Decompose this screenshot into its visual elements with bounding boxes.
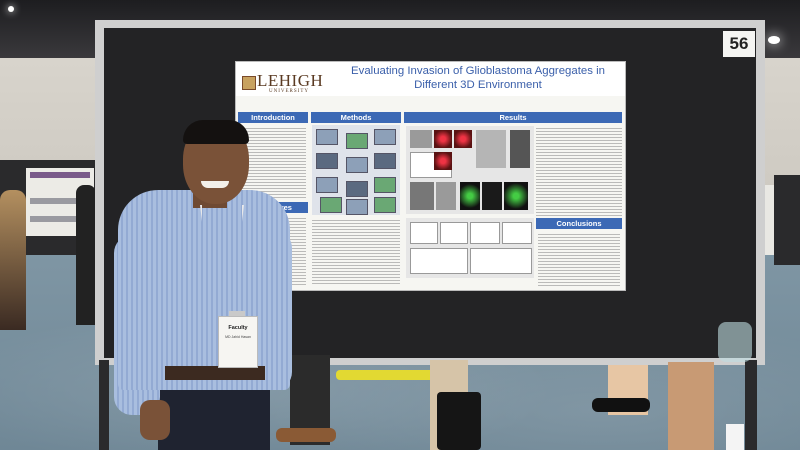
badge-clip [229, 311, 245, 319]
lehigh-crest-icon [242, 76, 256, 90]
results-figure [406, 126, 534, 214]
badge-name: MD Jahid Hasan [225, 335, 251, 339]
lehigh-logo-text: LEHIGH [257, 71, 324, 90]
methods-figure [312, 125, 400, 215]
presenter-belt [165, 366, 265, 380]
research-poster: LEHIGH UNIVERSITY Evaluating Invasion of… [236, 62, 625, 290]
presenter-smile [201, 181, 229, 188]
results-charts [406, 218, 534, 278]
attendee-arm [668, 362, 714, 450]
results-text [536, 126, 622, 216]
black-bag [437, 392, 481, 450]
background-attendee [0, 190, 26, 330]
background-attendee [76, 185, 96, 325]
water-bottle [718, 322, 752, 362]
introduction-text [240, 126, 306, 200]
name-badge: Faculty MD Jahid Hasan [218, 316, 258, 368]
methods-text [312, 218, 400, 284]
presenter-hand [140, 400, 170, 440]
background-poster-board [774, 175, 800, 265]
attendee-shoes [592, 398, 650, 412]
section-introduction-heading: Introduction [238, 112, 308, 123]
attendee-shoes [276, 428, 336, 442]
paper-cup [726, 424, 744, 450]
yellow-barrier [336, 370, 436, 380]
board-number-sign: 56 [723, 31, 755, 57]
ceiling-light [768, 36, 780, 44]
section-methods-heading: Methods [311, 112, 401, 123]
presenter-hair [183, 120, 249, 144]
poster-board-leg [745, 360, 757, 450]
badge-type: Faculty [228, 325, 248, 331]
poster-title: Evaluating Invasion of Glioblastoma Aggr… [351, 65, 605, 91]
university-logo: LEHIGH UNIVERSITY [239, 66, 331, 94]
conclusions-text [538, 232, 620, 286]
presenter-shirt [118, 190, 290, 390]
ceiling-light [8, 6, 14, 12]
section-results-heading: Results [404, 112, 622, 123]
section-conclusions-heading: Conclusions [536, 218, 622, 229]
poster-board-leg [99, 360, 109, 450]
lehigh-logo-subtext: UNIVERSITY [269, 89, 309, 94]
